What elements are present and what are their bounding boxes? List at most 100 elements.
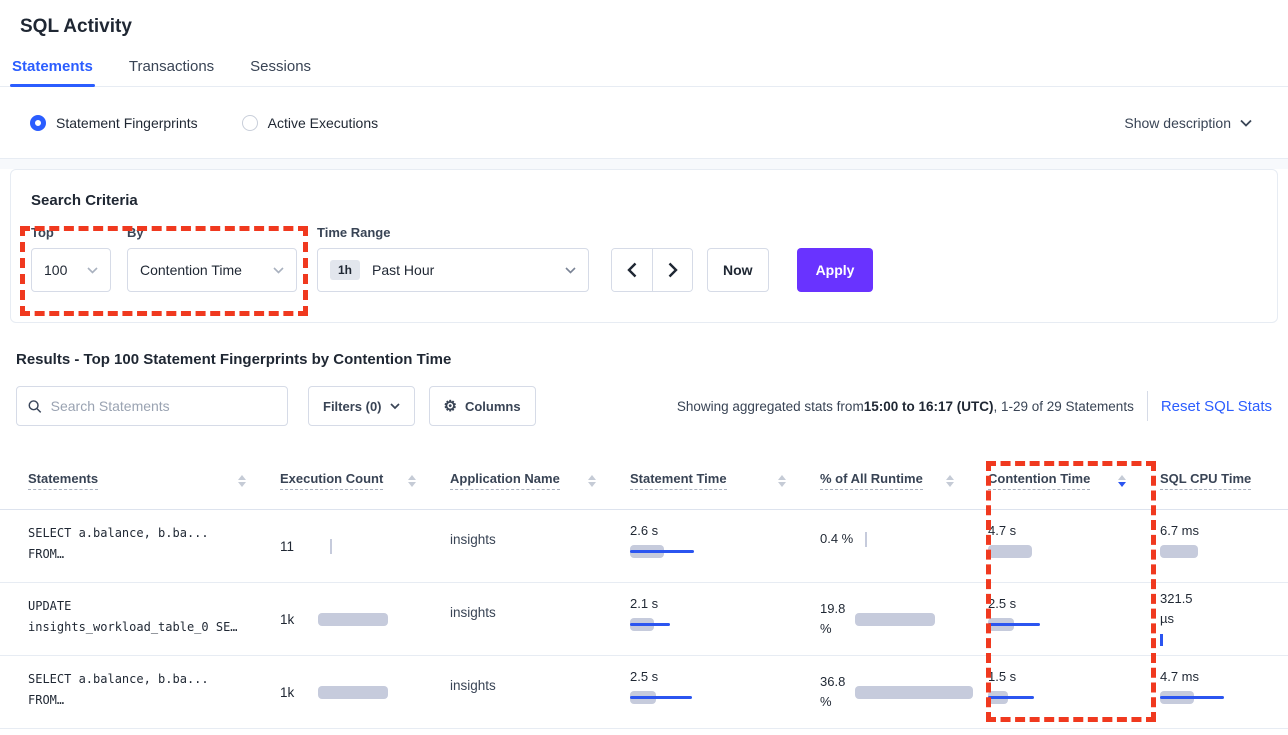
statement-link[interactable]: SELECT a.balance, b.ba... FROM… — [28, 526, 209, 561]
column-header-sql-cpu-time[interactable]: SQL CPU Time — [1150, 452, 1288, 509]
aggregated-stats-text: Showing aggregated stats from 15:00 to 1… — [677, 399, 1134, 414]
search-statements-input[interactable] — [50, 398, 276, 414]
reset-sql-stats-link[interactable]: Reset SQL Stats — [1160, 397, 1272, 415]
column-header-statement-time[interactable]: Statement Time — [620, 452, 810, 509]
statement-time-cell: 2.5 s — [620, 656, 810, 728]
sort-desc-icon — [1118, 474, 1126, 487]
time-range-arrows — [611, 248, 693, 292]
results-heading: Results - Top 100 Statement Fingerprints… — [16, 351, 452, 368]
gear-icon: ⚙ — [443, 397, 457, 415]
column-header-pct-all-runtime[interactable]: % of All Runtime — [810, 452, 978, 509]
search-criteria-controls: Top 100 By Contention Time Time Range 1h… — [31, 225, 1257, 292]
execution-count-bar — [318, 685, 388, 699]
radio-selected-icon — [30, 114, 46, 131]
page-header: SQL Activity — [0, 0, 1288, 38]
section-gap — [0, 159, 1288, 169]
tab-bar: Statements Transactions Sessions — [0, 58, 1288, 87]
pct-runtime-cell: 36.8 % — [810, 656, 978, 728]
table-row: SELECT a.balance, b.ba... FROM… 1k insig… — [0, 656, 1288, 729]
column-header-application-name[interactable]: Application Name — [440, 452, 620, 509]
sql-cpu-time-cell: 4.7 ms — [1150, 656, 1288, 728]
top-select[interactable]: 100 — [31, 248, 111, 292]
radio-unselected-icon — [241, 114, 258, 131]
tab-sessions[interactable]: Sessions — [250, 58, 312, 75]
sort-icon — [778, 474, 786, 487]
table-row: UPDATE insights_workload_table_0 SE… 1k … — [0, 583, 1288, 656]
tab-transactions[interactable]: Transactions — [128, 58, 215, 75]
statement-time-cell: 2.1 s — [620, 583, 810, 655]
search-criteria-title: Search Criteria — [31, 192, 138, 209]
sort-icon — [408, 474, 416, 487]
time-range-value: Past Hour — [372, 262, 435, 278]
execution-count-bar — [330, 538, 332, 554]
toolbar-divider — [1146, 391, 1148, 421]
sort-icon — [238, 474, 246, 487]
sort-icon — [946, 474, 954, 487]
execution-count-cell: 1k — [270, 583, 440, 655]
top-label: Top — [31, 225, 54, 240]
chevron-down-icon — [87, 266, 98, 274]
radio-statement-fingerprints-label: Statement Fingerprints — [56, 114, 198, 131]
by-select[interactable]: Contention Time — [127, 248, 297, 292]
chevron-left-icon — [627, 262, 637, 278]
stats-prefix: Showing aggregated stats from — [676, 398, 864, 414]
execution-count-bar — [318, 612, 388, 626]
contention-time-cell: 1.5 s — [978, 656, 1150, 728]
stats-time-range: 15:00 to 16:17 (UTC) — [863, 398, 994, 414]
statements-table: Statements Execution Count Application N… — [0, 452, 1288, 729]
pct-runtime-bar — [865, 532, 868, 548]
radio-active-executions-label: Active Executions — [267, 114, 379, 131]
sql-cpu-time-cell: 6.7 ms — [1150, 510, 1288, 582]
radio-active-executions[interactable]: Active Executions — [241, 114, 379, 131]
sql-cpu-time-cell: 321.5 µs — [1150, 583, 1288, 655]
now-button[interactable]: Now — [707, 248, 769, 292]
column-header-contention-time[interactable]: Contention Time — [978, 452, 1150, 509]
by-select-value: Contention Time — [140, 262, 242, 278]
pct-runtime-cell: 19.8 % — [810, 583, 978, 655]
search-statements-box — [16, 386, 288, 426]
contention-time-cell: 2.5 s — [978, 583, 1150, 655]
by-control: By Contention Time — [127, 225, 297, 292]
time-range-select[interactable]: 1h Past Hour — [317, 248, 589, 292]
pct-runtime-bar — [855, 612, 936, 626]
statement-time-cell: 2.6 s — [620, 510, 810, 582]
filters-button-label: Filters (0) — [323, 398, 382, 414]
statement-link[interactable]: SELECT a.balance, b.ba... FROM… — [28, 672, 209, 707]
execution-count-cell: 1k — [270, 656, 440, 728]
column-header-execution-count[interactable]: Execution Count — [270, 452, 440, 509]
chevron-down-icon — [1240, 119, 1252, 127]
next-time-button[interactable] — [652, 249, 692, 291]
apply-button[interactable]: Apply — [796, 248, 874, 292]
show-description-label: Show description — [1124, 114, 1231, 131]
stats-suffix: , 1-29 of 29 Statements — [993, 398, 1134, 414]
time-range-badge: 1h — [330, 260, 361, 280]
columns-button[interactable]: ⚙ Columns — [428, 386, 536, 426]
results-toolbar: Filters (0) ⚙ Columns Showing aggregated… — [16, 386, 1272, 426]
table-header-row: Statements Execution Count Application N… — [0, 452, 1288, 510]
application-name-cell: insights — [450, 605, 496, 620]
application-name-cell: insights — [450, 678, 496, 693]
contention-time-cell: 4.7 s — [978, 510, 1150, 582]
chevron-right-icon — [668, 262, 678, 278]
search-icon — [28, 399, 42, 413]
time-range-label: Time Range — [317, 225, 391, 240]
columns-button-label: Columns — [464, 398, 521, 414]
show-description-toggle[interactable]: Show description — [1124, 115, 1252, 131]
sort-icon — [588, 474, 596, 487]
search-criteria-card: Search Criteria Top 100 By Contention Ti… — [10, 169, 1278, 323]
execution-count-cell: 11 — [270, 510, 440, 582]
statement-link[interactable]: UPDATE insights_workload_table_0 SE… — [28, 599, 238, 634]
pct-runtime-bar — [855, 685, 974, 699]
radio-statement-fingerprints[interactable]: Statement Fingerprints — [30, 114, 198, 131]
previous-time-button[interactable] — [612, 249, 652, 291]
application-name-cell: insights — [450, 532, 496, 547]
tab-statements[interactable]: Statements — [10, 58, 95, 87]
filters-button[interactable]: Filters (0) — [308, 386, 415, 426]
page-title: SQL Activity — [20, 16, 132, 37]
column-header-statements[interactable]: Statements — [0, 452, 270, 509]
top-control: Top 100 — [31, 225, 111, 292]
top-select-value: 100 — [44, 262, 68, 278]
chevron-down-icon — [565, 266, 576, 274]
pct-runtime-cell: 0.4 % — [810, 510, 978, 582]
